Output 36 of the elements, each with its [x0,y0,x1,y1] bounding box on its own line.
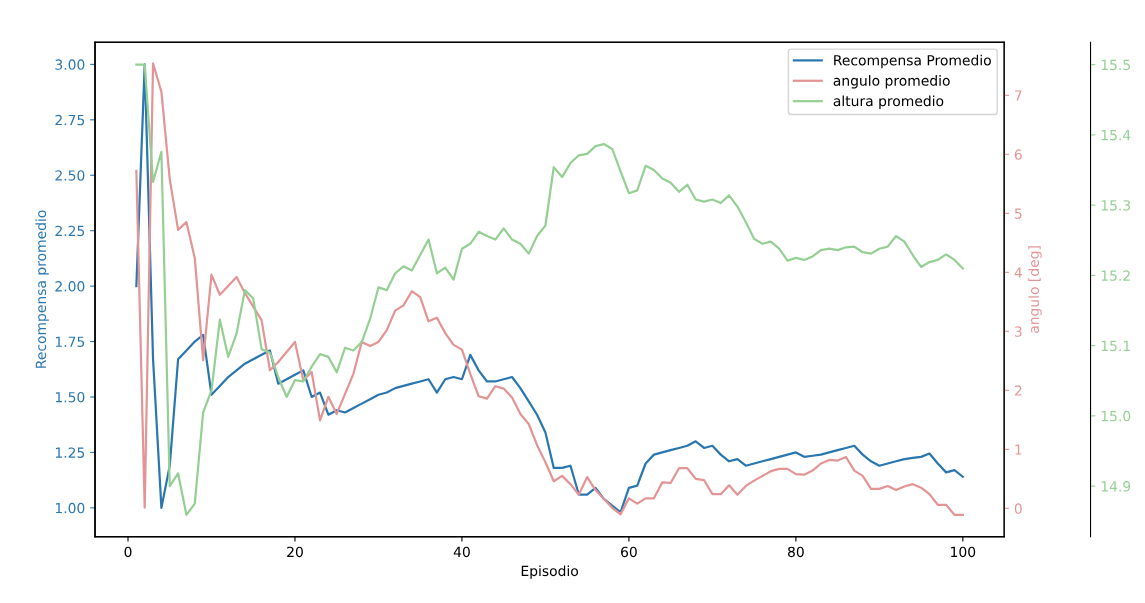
y2-tick-label: 5 [1014,208,1022,219]
y2-tick-label: 7 [1015,90,1022,101]
y-tick-label: 2.25 [55,225,85,237]
y2-tick-label: 4 [1014,267,1022,278]
y3-tick-label: 15.1 [1101,340,1130,352]
y2-tick-label: 1 [1015,444,1022,455]
y2-tick-label: 6 [1014,149,1022,160]
y3-tick-label: 15.4 [1101,130,1131,141]
x-tick-label: 20 [287,546,303,558]
y-axis-title: Recompensa promedio [35,210,49,368]
y2-tick-label: 3 [1014,326,1022,337]
y-tick-label: 2.00 [55,281,85,292]
legend-label: angulo promedio [833,75,950,89]
legend-label: Recompensa Promedio [834,54,991,69]
x-tick-label: 0 [124,546,132,558]
y-tick-label: 1.50 [55,391,85,403]
y-tick-label: 1.75 [55,336,85,348]
y3-tick-label: 15.2 [1101,270,1130,281]
y-tick-label: 2.75 [55,114,85,126]
y-tick-label: 1.25 [55,447,85,458]
y-tick-label: 2.50 [55,170,85,181]
x-tick-label: 40 [453,546,470,558]
y3-tick-label: 15.5 [1101,59,1130,71]
y3-tick-label: 15.3 [1101,200,1131,211]
x-axis-title: Episodio [521,565,579,579]
y3-tick-label: 15.0 [1101,410,1131,422]
x-tick-label: 80 [787,546,804,558]
legend-label: altura promedio [833,95,944,109]
y2-tick-label: 0 [1014,503,1022,514]
y-tick-label: 1.00 [55,502,85,514]
x-tick-label: 100 [951,546,976,558]
y3-tick-label: 14.9 [1101,481,1131,492]
y-tick-label: 3.00 [55,59,85,70]
y2-tick-label: 2 [1014,385,1022,396]
y2-axis-title: angulo [deg] [1028,246,1042,333]
x-tick-label: 60 [621,546,637,558]
